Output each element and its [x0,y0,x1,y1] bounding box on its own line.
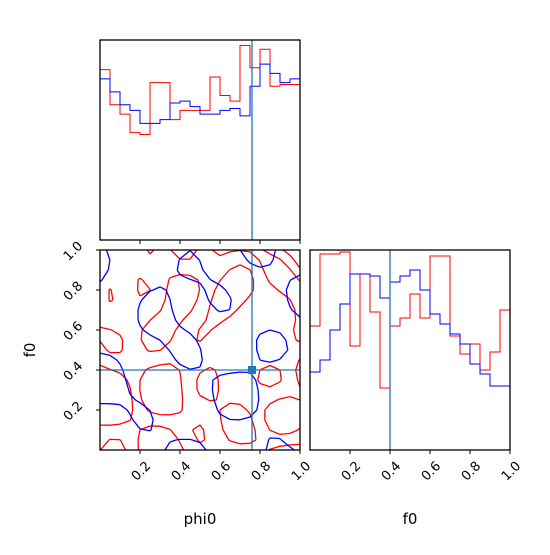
contour-ytick-label: 0.6 [61,319,86,344]
contour-series-b [100,250,300,450]
f0-axis-label: f0 [403,510,418,528]
contour-ytick-label: 0.4 [61,359,86,384]
f0-hist-xtick-label: 0.6 [419,459,444,484]
f0-hist-xtick-label: 0.4 [379,459,404,484]
f0-hist-xtick-label: 0.8 [459,459,484,484]
contour-truth-marker [248,366,256,374]
f0-hist-series_a-step [310,251,510,389]
contour-ytick-label: 1.0 [61,239,86,264]
phi0-hist-series_b-step [100,63,300,124]
contour-xtick-label: 0.4 [169,459,194,484]
contour-xtick-label: 0.2 [129,459,154,484]
contour-series-a [100,250,300,450]
f0-hist-xtick-label: 1.0 [499,459,524,484]
contour-xtick-label: 0.6 [209,459,234,484]
contour-lines [100,250,300,450]
f0-hist-series_b-step [310,269,510,387]
contour-frame [99,249,301,451]
f0-hist-xtick-label: 0.2 [339,459,364,484]
f0-y-axis-label: f0 [21,343,39,358]
contour-xtick-label: 0.8 [249,459,274,484]
phi0-hist-frame [99,39,301,241]
phi0-hist-series_a-step [100,45,300,135]
contour-ytick-label: 0.8 [61,279,86,304]
phi0-axis-label: phi0 [184,510,217,528]
contour-ytick-label: 0.2 [61,399,86,424]
f0-hist-frame [309,249,511,451]
contour-xtick-label: 1.0 [289,459,314,484]
